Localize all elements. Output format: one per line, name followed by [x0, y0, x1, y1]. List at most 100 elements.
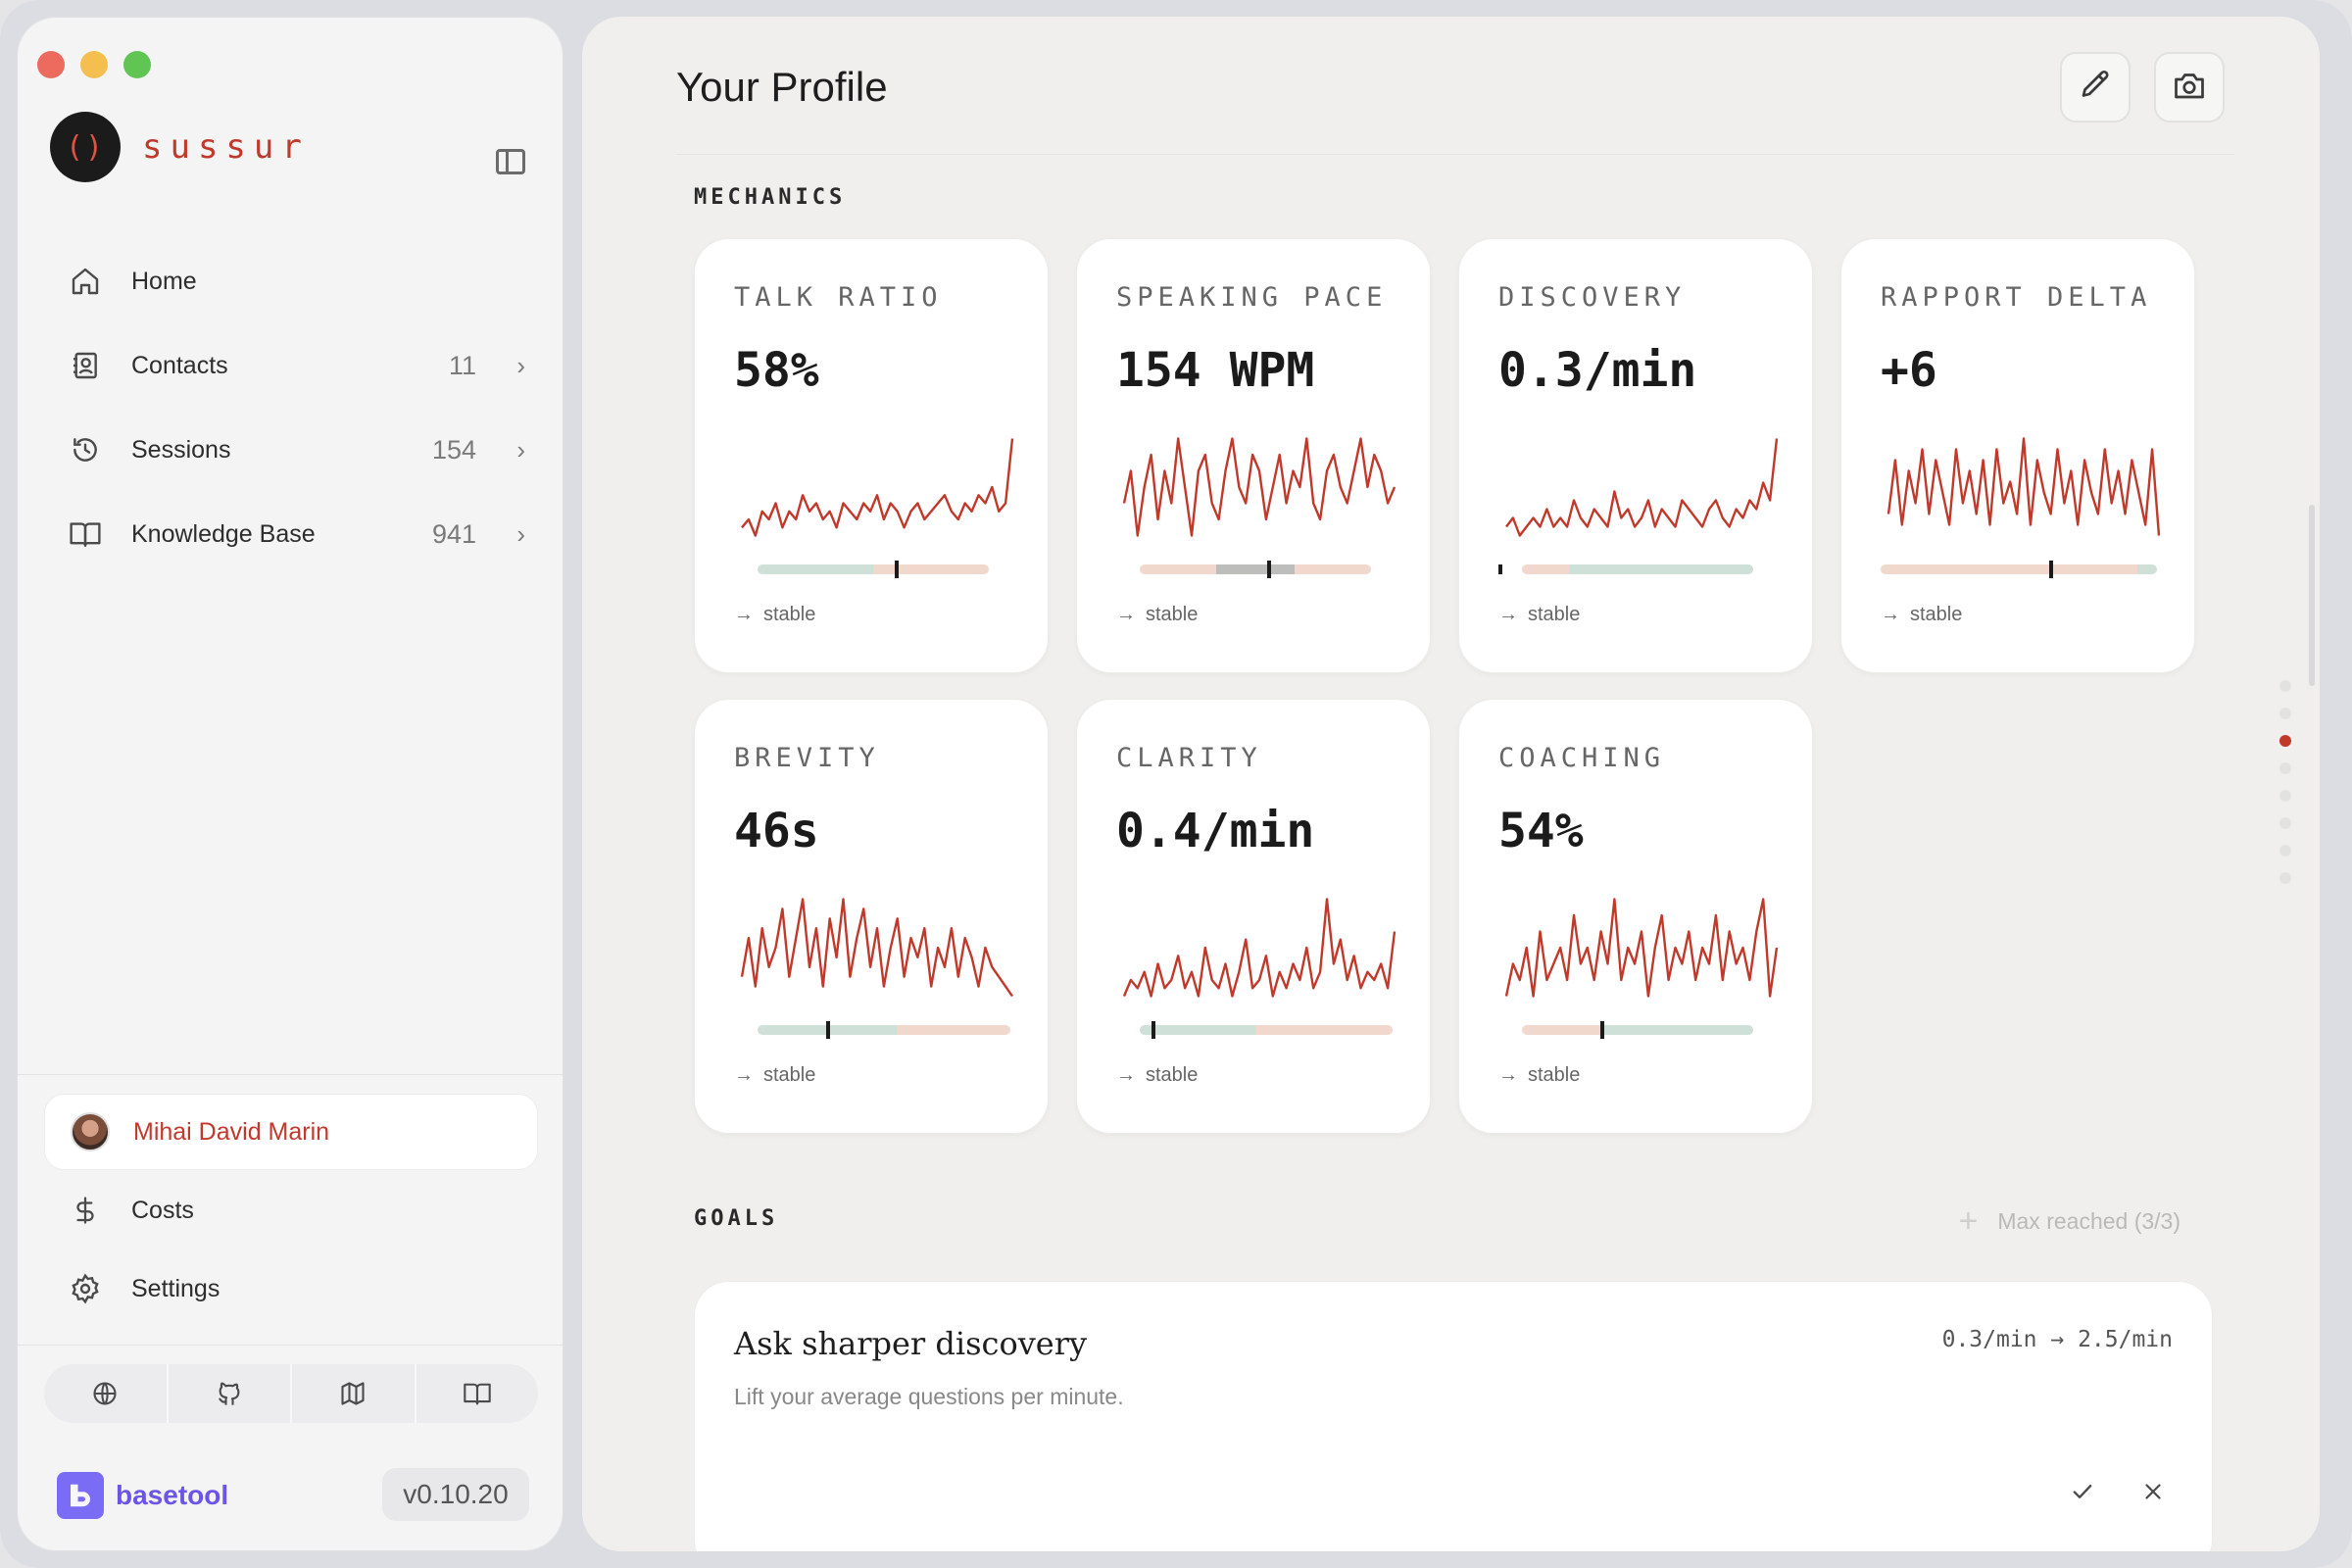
- metric-range-bar: [1881, 564, 2157, 574]
- accept-goal-button[interactable]: [2063, 1474, 2102, 1513]
- minimize-window-button[interactable]: [80, 51, 108, 78]
- metric-sparkline: [1505, 438, 1779, 537]
- metric-range-bar: [1522, 564, 1753, 574]
- dismiss-goal-button[interactable]: [2133, 1474, 2173, 1513]
- user-name: Mihai David Marin: [133, 1117, 330, 1146]
- chevron-right-icon: ›: [516, 518, 525, 549]
- basetool-label: basetool: [116, 1480, 229, 1510]
- pagination-dot[interactable]: [2279, 680, 2291, 692]
- sidebar-item-home[interactable]: Home: [69, 239, 539, 323]
- metric-value: 0.3/min: [1498, 343, 1697, 398]
- metric-value: 46s: [734, 804, 819, 858]
- metric-title: CLARITY: [1116, 743, 1262, 773]
- sidebar-divider: [18, 1074, 563, 1075]
- pagination-dot[interactable]: [2279, 872, 2291, 884]
- pagination-dot[interactable]: [2279, 708, 2291, 719]
- metric-trend: → stable: [1881, 604, 1963, 625]
- sidebar-divider: [18, 1345, 563, 1346]
- gear-icon: [69, 1272, 102, 1305]
- metric-title: RAPPORT DELTA: [1881, 282, 2152, 313]
- goal-card[interactable]: Ask sharper discovery Lift your average …: [694, 1281, 2213, 1551]
- metric-value: 0.4/min: [1116, 804, 1315, 858]
- history-icon: [69, 433, 102, 466]
- metric-card-coaching[interactable]: COACHING 54% → stable: [1458, 699, 1813, 1134]
- sidebar-item-sessions[interactable]: Sessions 154 ›: [69, 408, 539, 492]
- metric-sparkline: [1122, 437, 1396, 537]
- pagination-dot[interactable]: [2279, 762, 2291, 774]
- pagination-dot[interactable]: [2279, 790, 2291, 802]
- docs-icon[interactable]: [416, 1364, 539, 1423]
- metric-range-marker: [826, 1021, 830, 1039]
- metric-range-marker: [1152, 1021, 1155, 1039]
- map-icon[interactable]: [292, 1364, 416, 1423]
- chevron-right-icon: ›: [516, 350, 525, 380]
- sparkline-path: [1886, 437, 2161, 536]
- metric-range-marker: [1267, 561, 1271, 578]
- metric-card-discovery[interactable]: DISCOVERY 0.3/min → stable: [1458, 238, 1813, 673]
- goal-metric: 0.3/min → 2.5/min: [1941, 1327, 2173, 1352]
- screenshot-button[interactable]: [2154, 52, 2225, 122]
- pagination-dot[interactable]: [2279, 845, 2291, 857]
- settings-label: Settings: [131, 1274, 220, 1302]
- maximize-window-button[interactable]: [123, 51, 151, 78]
- arrow-right-icon: →: [734, 604, 754, 625]
- metric-title: BREVITY: [734, 743, 880, 773]
- sidebar-item-settings[interactable]: Settings: [69, 1272, 220, 1305]
- header-divider: [676, 154, 2234, 155]
- metric-range-marker: [2049, 561, 2053, 578]
- scrollbar-thumb[interactable]: [2309, 505, 2315, 686]
- metric-value: 58%: [734, 343, 819, 398]
- metric-title: DISCOVERY: [1498, 282, 1687, 313]
- avatar: [71, 1112, 110, 1152]
- sparkline-path: [741, 438, 1014, 537]
- metric-trend: → stable: [1498, 604, 1581, 625]
- metric-range-bar: [1140, 1025, 1393, 1035]
- metric-card-rapport-delta[interactable]: RAPPORT DELTA +6 → stable: [1840, 238, 2195, 673]
- dollar-icon: [69, 1194, 102, 1227]
- brand-name: sussur: [142, 127, 310, 167]
- sidebar-item-costs[interactable]: Costs: [69, 1194, 194, 1227]
- pagination-dot-active[interactable]: [2279, 735, 2291, 747]
- goal-description: Lift your average questions per minute.: [734, 1384, 1124, 1409]
- version-badge: v0.10.20: [382, 1468, 529, 1521]
- sidebar-item-contacts[interactable]: Contacts 11 ›: [69, 323, 539, 408]
- max-reached-label: Max reached (3/3): [1997, 1208, 2180, 1234]
- pagination-dot[interactable]: [2279, 817, 2291, 829]
- sidebar-item-label: Home: [131, 267, 197, 295]
- metric-card-speaking-pace[interactable]: SPEAKING PACE 154 WPM → stable: [1076, 238, 1431, 673]
- metric-value: 54%: [1498, 804, 1584, 858]
- metric-card-brevity[interactable]: BREVITY 46s → stable: [694, 699, 1049, 1134]
- basetool-link[interactable]: basetool: [57, 1472, 228, 1519]
- add-goal-button[interactable]: + Max reached (3/3): [1959, 1202, 2181, 1241]
- metric-title: SPEAKING PACE: [1116, 282, 1388, 313]
- arrow-right-icon: →: [1498, 604, 1518, 625]
- close-window-button[interactable]: [37, 51, 65, 78]
- sidebar-toggle-icon[interactable]: [496, 149, 525, 174]
- globe-icon[interactable]: [44, 1364, 169, 1423]
- section-pagination-dots: [2279, 680, 2291, 884]
- sidebar-item-knowledge-base[interactable]: Knowledge Base 941 ›: [69, 492, 539, 576]
- brand[interactable]: () sussur: [50, 112, 310, 182]
- metric-card-talk-ratio[interactable]: TALK RATIO 58% → stable: [694, 238, 1049, 673]
- metric-trend: → stable: [734, 1064, 816, 1086]
- sparkline-path: [1122, 437, 1396, 537]
- sparkline-path: [1122, 898, 1396, 998]
- camera-icon: [2172, 68, 2207, 108]
- footer-icon-bar: [44, 1364, 538, 1423]
- check-icon: [2069, 1478, 2096, 1510]
- sidebar: () sussur Home Contacts 11 ›: [17, 17, 564, 1551]
- metric-card-clarity[interactable]: CLARITY 0.4/min → stable: [1076, 699, 1431, 1134]
- metric-range-bar: [758, 564, 989, 574]
- user-profile-card[interactable]: Mihai David Marin: [44, 1094, 538, 1170]
- home-icon: [69, 265, 102, 298]
- window-controls: [37, 51, 151, 78]
- github-icon[interactable]: [169, 1364, 292, 1423]
- arrow-right-icon: →: [1116, 604, 1136, 625]
- metric-title: COACHING: [1498, 743, 1666, 773]
- sparkline-path: [740, 898, 1013, 998]
- metric-range-bar: [1522, 1025, 1753, 1035]
- sessions-count: 154: [431, 434, 476, 465]
- metric-sparkline: [740, 898, 1013, 998]
- edit-profile-button[interactable]: [2060, 52, 2131, 122]
